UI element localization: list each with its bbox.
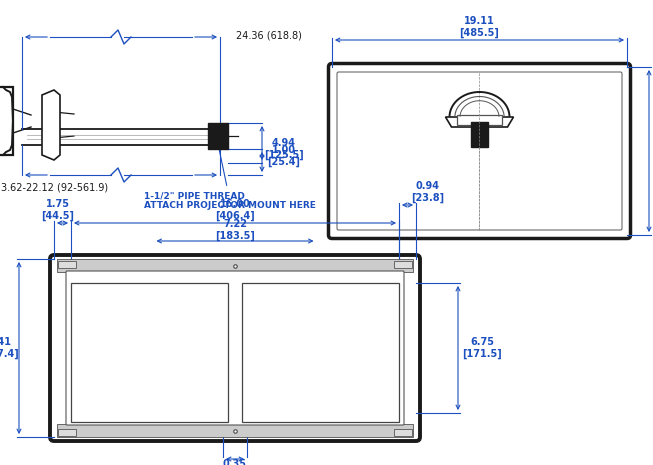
Polygon shape (445, 117, 513, 127)
Bar (394, 429, 412, 436)
Polygon shape (42, 90, 60, 160)
Text: 0.35
[8.9]: 0.35 [8.9] (222, 459, 248, 465)
Polygon shape (0, 87, 13, 155)
Bar (242, 283, 399, 422)
FancyBboxPatch shape (50, 255, 420, 441)
Bar (57, 424, 413, 437)
Text: 4.94
[125.5]: 4.94 [125.5] (264, 138, 304, 160)
Bar (58, 429, 76, 436)
Bar (71, 283, 228, 422)
Text: 7.22
[183.5]: 7.22 [183.5] (215, 219, 255, 241)
Text: 1.75
[44.5]: 1.75 [44.5] (41, 199, 74, 221)
Text: 1.00
[25.4]: 1.00 [25.4] (268, 145, 300, 167)
Text: 1-1/2" PIPE THREAD
ATTACH PROJECTOR MOUNT HERE: 1-1/2" PIPE THREAD ATTACH PROJECTOR MOUN… (144, 147, 316, 210)
Bar (208, 123, 228, 149)
FancyBboxPatch shape (66, 271, 404, 425)
Text: 16.00
[406.4]: 16.00 [406.4] (215, 199, 255, 221)
Text: 3.62-22.12 (92-561.9): 3.62-22.12 (92-561.9) (1, 182, 108, 192)
Text: 19.11
[485.5]: 19.11 [485.5] (460, 16, 500, 38)
Bar (471, 122, 488, 147)
Text: 24.36 (618.8): 24.36 (618.8) (236, 30, 302, 40)
Text: 6.75
[171.5]: 6.75 [171.5] (462, 337, 502, 359)
FancyBboxPatch shape (328, 64, 631, 239)
Text: 5.41
[137.4]: 5.41 [137.4] (0, 337, 19, 359)
Bar (458, 115, 502, 125)
Bar (57, 259, 413, 272)
FancyBboxPatch shape (337, 72, 622, 230)
Bar (394, 260, 412, 267)
Bar (58, 260, 76, 267)
Text: 0.94
[23.8]: 0.94 [23.8] (411, 181, 444, 203)
